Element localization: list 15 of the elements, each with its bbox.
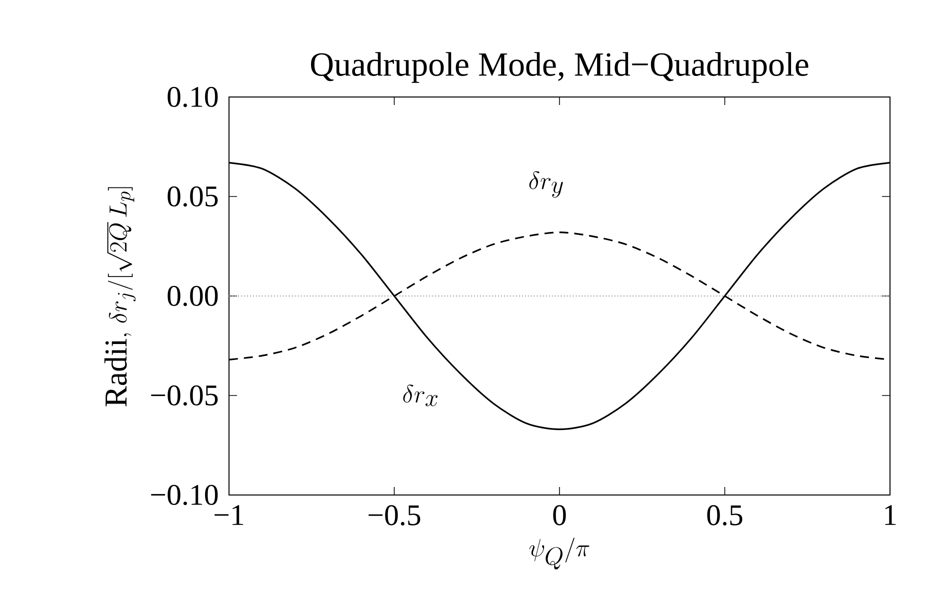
- annotation: $\delta r_x$: [403, 384, 438, 406]
- y-tick-label: −0.10: [151, 484, 218, 506]
- y-tick-label: 0.05: [168, 186, 218, 207]
- x-tick-label: −1: [214, 505, 244, 525]
- y-tick-label: 0.00: [168, 286, 218, 306]
- y-tick-label: −0.05: [151, 385, 218, 406]
- x-axis-title: $\psi_Q/\pi$: [529, 538, 590, 570]
- annotation: $\delta r_y$: [529, 171, 563, 198]
- x-tick-label: 1: [885, 505, 896, 525]
- y-axis-title: $\mathrm{Radii,}\ \delta r_j/[\sqrt{2Q}\,L_p]$: [104, 187, 136, 406]
- x-tick-label: −0.5: [368, 505, 420, 526]
- chart-title: Quadrupole Mode, Mid−Quadrupole: [310, 52, 808, 83]
- x-tick-label: 0: [553, 505, 566, 526]
- x-tick-label: 0.5: [707, 505, 742, 526]
- y-tick-label: 0.10: [168, 86, 218, 108]
